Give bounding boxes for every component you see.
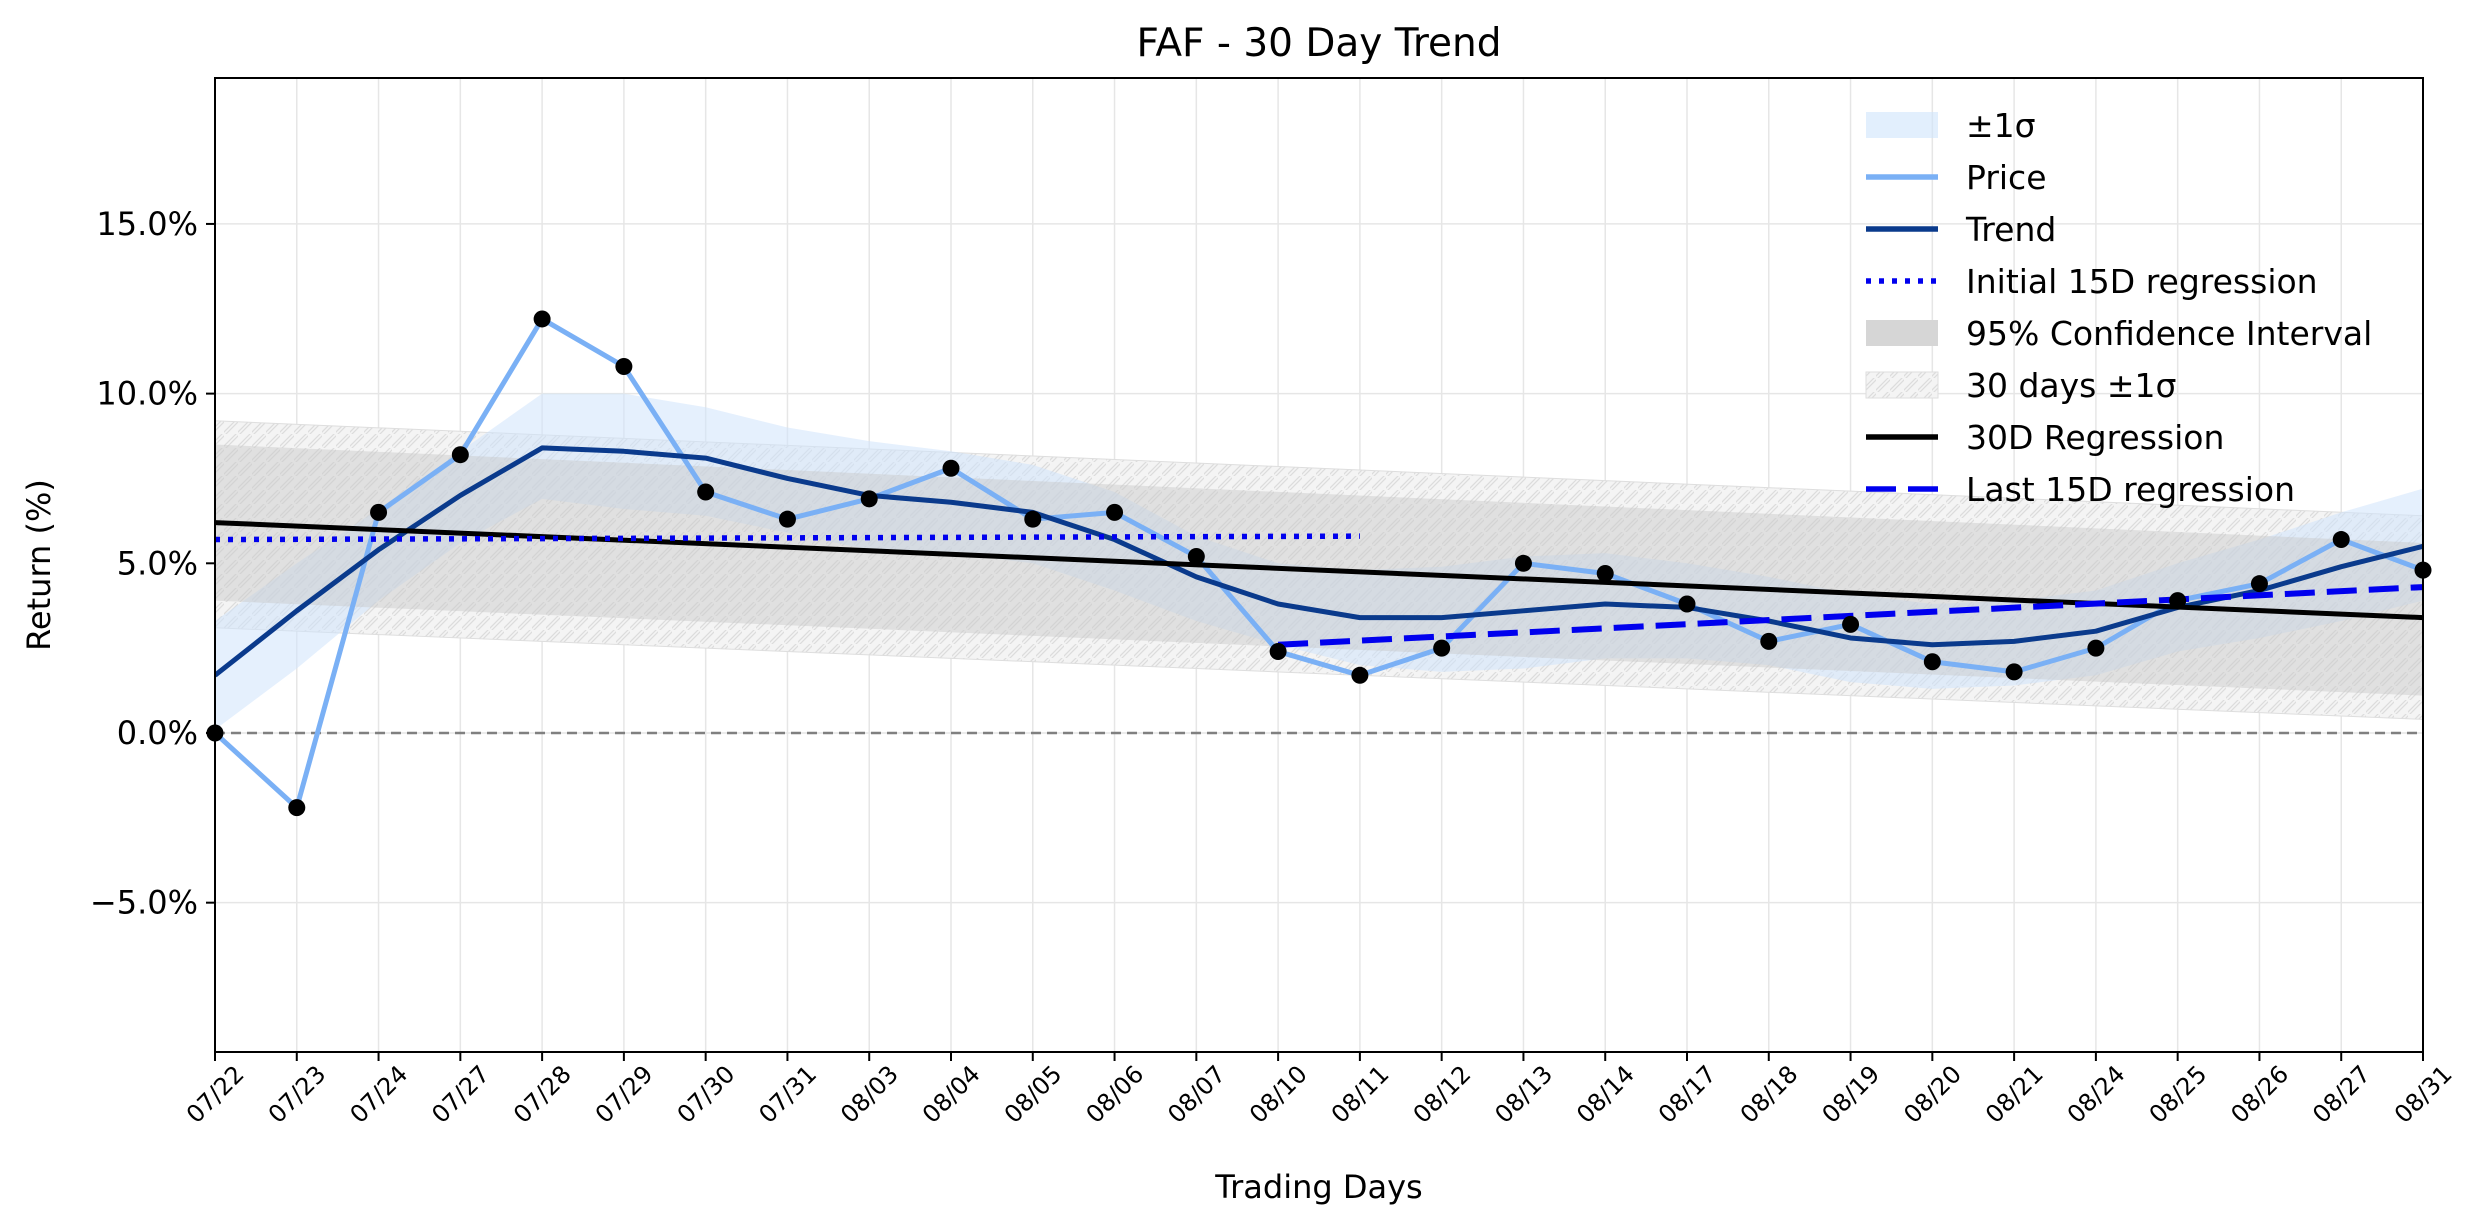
x-tick-label: 08/20 (1898, 1060, 1967, 1129)
y-axis-label: Return (%) (20, 479, 58, 651)
legend-item: Last 15D regression (1866, 470, 2295, 509)
y-tick-label: 0.0% (117, 714, 198, 752)
x-tick-label: 08/04 (917, 1060, 986, 1129)
price-point (1187, 548, 1205, 566)
price-point (2005, 663, 2023, 681)
series-lines (215, 316, 2423, 811)
price-point (860, 490, 878, 508)
x-tick-label: 07/28 (508, 1060, 577, 1129)
x-tick-label: 08/05 (999, 1060, 1068, 1129)
x-tick-label: 08/10 (1244, 1060, 1313, 1129)
price-line (215, 316, 2423, 811)
price-point (370, 503, 388, 521)
legend-item: Trend (1866, 210, 2056, 249)
price-point (1596, 564, 1614, 582)
price-markers (206, 310, 2432, 817)
y-tick-label: 15.0% (96, 205, 198, 243)
x-tick-label: 08/19 (1817, 1060, 1886, 1129)
price-point (288, 799, 306, 817)
price-point (942, 459, 960, 477)
price-point (451, 446, 469, 464)
price-point (2250, 575, 2268, 593)
y-tick-label: 10.0% (96, 375, 198, 413)
legend: ±1σ Price Trend Initial 15D regression 95% C… (1865, 106, 2372, 509)
legend-item: Initial 15D regression (1866, 262, 2318, 301)
price-point (1351, 666, 1369, 684)
price-point (2169, 592, 2187, 610)
x-tick-label: 08/26 (2225, 1060, 2294, 1129)
price-point (533, 310, 551, 328)
price-point (1433, 639, 1451, 657)
x-tick-label: 08/21 (1980, 1060, 2049, 1129)
price-point (2087, 639, 2105, 657)
x-tick-label: 08/06 (1081, 1060, 1150, 1129)
legend-swatch-sigma (1866, 112, 1938, 138)
x-tick-label: 08/03 (835, 1060, 904, 1129)
legend-swatch-30d-sigma (1865, 371, 1939, 399)
x-tick-label: 08/11 (1326, 1060, 1395, 1129)
price-point (1024, 510, 1042, 528)
x-tick-label: 08/12 (1408, 1060, 1477, 1129)
x-tick-label: 08/13 (1489, 1060, 1558, 1129)
price-point (2332, 531, 2350, 549)
price-point (1106, 503, 1124, 521)
price-point (1923, 653, 1941, 671)
x-tick-label: 08/07 (1162, 1060, 1231, 1129)
trend-line (215, 445, 2423, 678)
x-tick-label: 08/24 (2062, 1060, 2131, 1129)
legend-item: ±1σ (1866, 106, 2036, 145)
legend-label: Trend (1965, 210, 2056, 249)
legend-item: Price (1866, 158, 2047, 197)
x-tick-label: 07/27 (426, 1060, 495, 1129)
legend-label: 30 days ±1σ (1966, 366, 2176, 405)
price-point (697, 483, 715, 501)
legend-item: 30 days ±1σ (1865, 366, 2176, 405)
legend-item: 95% Confidence Interval (1866, 314, 2372, 353)
plot-frame (214, 77, 2424, 1053)
x-tick-label: 08/18 (1735, 1060, 1804, 1129)
x-tick-label: 07/23 (263, 1060, 332, 1129)
x-tick-label: 07/24 (345, 1060, 414, 1129)
legend-swatch-ci (1866, 320, 1938, 346)
legend-item: 30D Regression (1866, 418, 2224, 457)
price-point (1760, 632, 1778, 650)
x-tick-label: 07/22 (181, 1060, 250, 1129)
price-point (1842, 615, 1860, 633)
legend-label: ±1σ (1966, 106, 2036, 145)
chart-title: FAF - 30 Day Trend (1137, 21, 1502, 66)
y-tick-label: 5.0% (117, 544, 198, 582)
y-tick-label: −5.0% (90, 884, 198, 922)
x-axis-label: Trading Days (1214, 1168, 1422, 1206)
regression-initial-15d-line (215, 533, 1360, 543)
legend-label: Initial 15D regression (1966, 262, 2318, 301)
price-point (1269, 643, 1287, 661)
legend-label: 95% Confidence Interval (1966, 314, 2372, 353)
legend-label: 30D Regression (1966, 418, 2224, 457)
band-sigma (215, 393, 2423, 730)
x-tick-label: 08/31 (2389, 1060, 2458, 1129)
price-point (1514, 554, 1532, 572)
legend-label: Last 15D regression (1966, 470, 2295, 509)
x-tick-label: 08/14 (1571, 1060, 1640, 1129)
x-tick-label: 07/29 (590, 1060, 659, 1129)
price-point (1678, 595, 1696, 613)
price-point (615, 357, 633, 375)
x-tick-label: 08/25 (2144, 1060, 2213, 1129)
x-tick-label: 08/27 (2307, 1060, 2376, 1129)
legend-label: Price (1966, 158, 2047, 197)
price-point (778, 510, 796, 528)
x-tick-label: 08/17 (1653, 1060, 1722, 1129)
x-tick-label: 07/30 (672, 1060, 741, 1129)
x-tick-label: 07/31 (753, 1060, 822, 1129)
